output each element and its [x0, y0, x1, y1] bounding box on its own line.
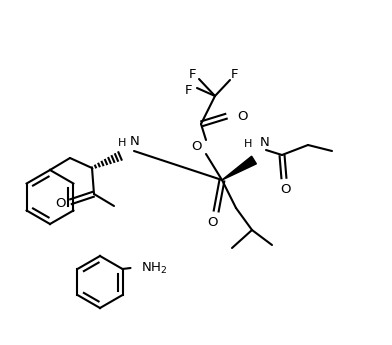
Text: N: N — [130, 135, 140, 148]
Text: NH$_2$: NH$_2$ — [140, 260, 167, 276]
Text: F: F — [185, 83, 193, 97]
Text: O: O — [55, 197, 65, 209]
Polygon shape — [222, 156, 256, 180]
Text: F: F — [189, 68, 197, 80]
Text: O: O — [207, 216, 217, 228]
Text: H: H — [118, 138, 126, 148]
Text: H: H — [243, 139, 252, 149]
Text: O: O — [191, 139, 201, 152]
Text: N: N — [260, 136, 270, 149]
Text: O: O — [281, 183, 291, 196]
Text: O: O — [237, 109, 247, 122]
Text: F: F — [231, 68, 239, 80]
